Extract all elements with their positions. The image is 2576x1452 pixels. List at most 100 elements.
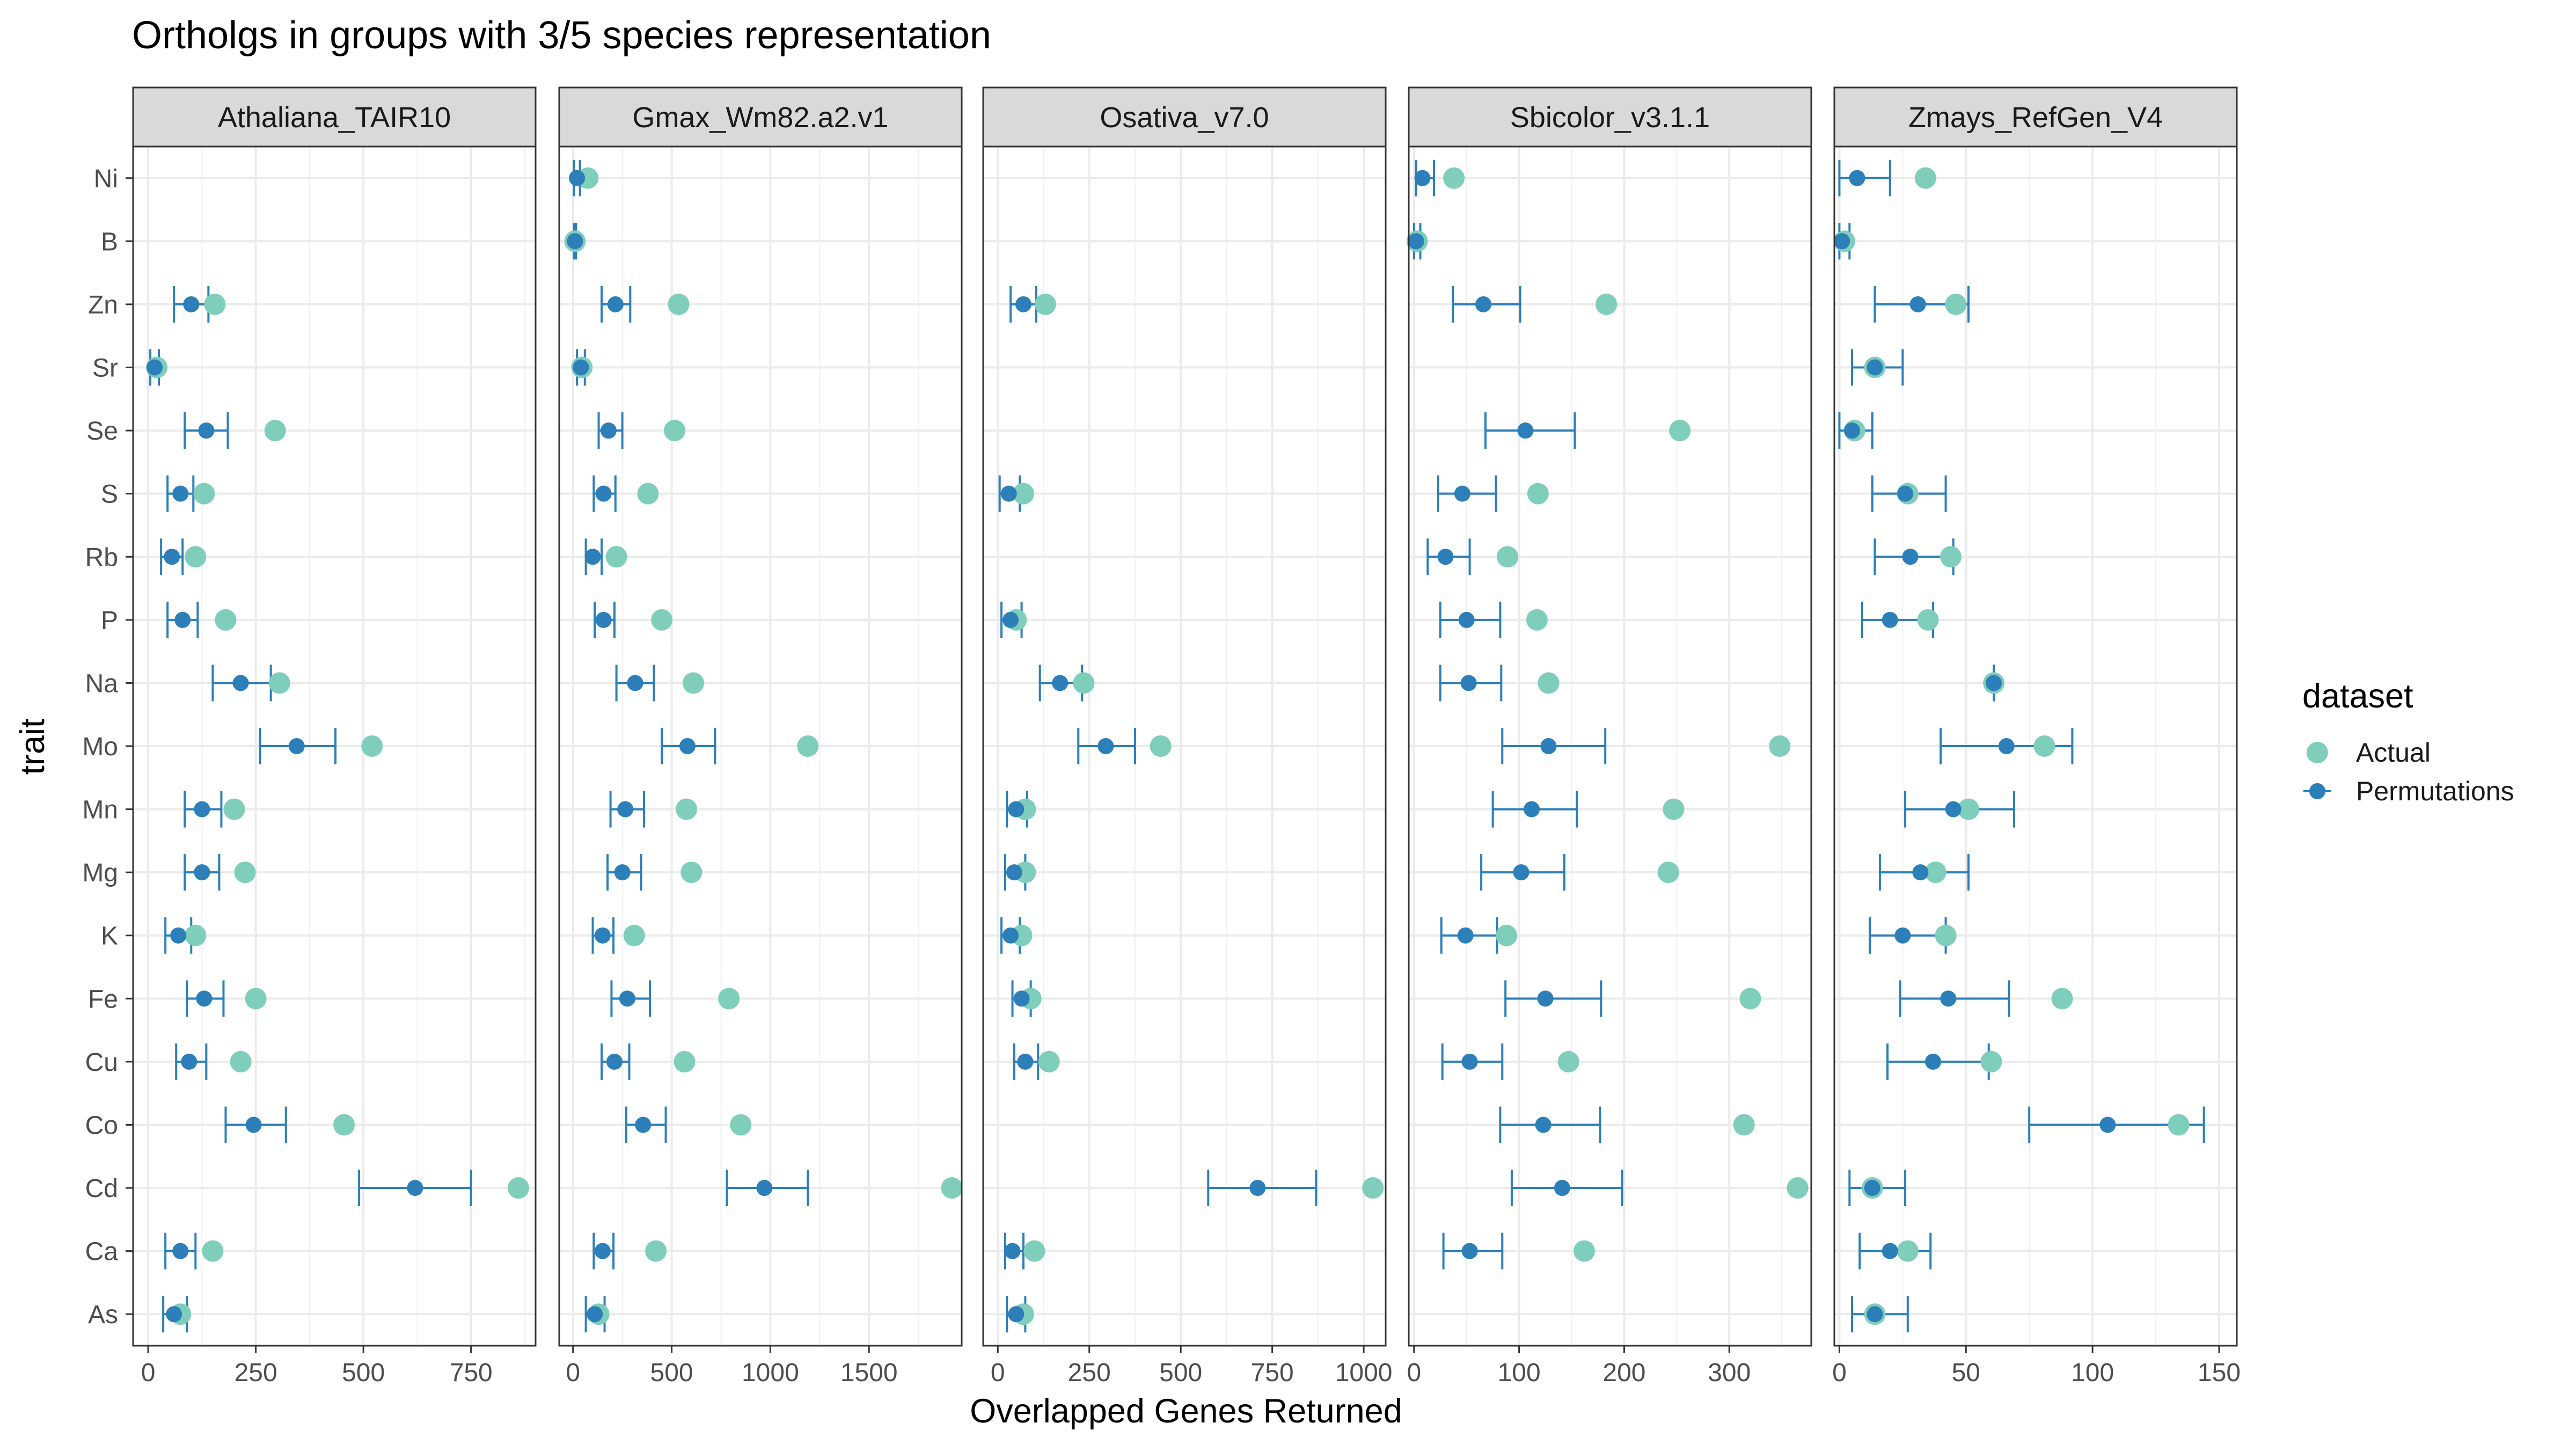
permutation-point [1457, 927, 1474, 944]
permutation-point [1052, 675, 1069, 691]
permutation-point [1460, 675, 1477, 691]
permutation-point [619, 990, 635, 1007]
facet-panel: Zmays_RefGen_V4 0 50 100 150 [1832, 86, 2241, 1387]
x-tick-label: 250 [235, 1359, 277, 1387]
actual-point [1917, 609, 1939, 631]
y-tick-label: Se [86, 417, 118, 446]
y-tick-label: Mn [82, 796, 118, 824]
y-tick-label: Cu [85, 1048, 118, 1077]
actual-point [185, 546, 207, 568]
permutation-point [587, 1306, 603, 1323]
permutation-point [1912, 864, 1929, 881]
permutation-point [181, 1053, 197, 1070]
facet-strip-label: Osativa_v7.0 [1100, 101, 1269, 134]
actual-point [664, 420, 686, 442]
x-tick-label: 0 [566, 1359, 580, 1387]
actual-point [1013, 483, 1034, 505]
permutation-point [1844, 422, 1861, 439]
actual-point [185, 924, 207, 946]
panel-border [982, 145, 1387, 1347]
y-tick-label: Zn [88, 291, 118, 319]
actual-point [1733, 1114, 1755, 1136]
actual-point [2033, 735, 2055, 757]
actual-point [268, 672, 290, 694]
permutation-point [1454, 485, 1470, 502]
x-tick-label: 500 [650, 1359, 693, 1387]
actual-point [223, 798, 245, 820]
x-axis-label: Overlapped Genes Returned [970, 1392, 1402, 1430]
permutation-point [172, 1243, 189, 1259]
facet-strip-label: Zmays_RefGen_V4 [1908, 101, 2163, 134]
actual-point [361, 735, 383, 757]
y-tick-label: B [101, 228, 118, 256]
facet-strip [982, 86, 1387, 148]
actual-point [680, 862, 702, 884]
actual-point [797, 735, 819, 757]
y-tick-label: Fe [88, 985, 118, 1013]
legend-label: Permutations [2356, 776, 2514, 806]
permutation-point [617, 801, 634, 818]
actual-point [623, 924, 645, 946]
x-tick-label: 750 [1251, 1359, 1294, 1387]
permutation-point [600, 422, 617, 439]
x-tick-label: 500 [342, 1359, 385, 1387]
permutation-point [1437, 549, 1454, 565]
permutation-point [166, 1306, 182, 1323]
x-tick-label: 750 [450, 1359, 493, 1387]
permutation-point [1097, 738, 1114, 754]
x-tick-label: 0 [1832, 1359, 1847, 1387]
permutation-point [1002, 611, 1019, 628]
y-tick-label: Cd [85, 1174, 118, 1203]
permutation-point [1249, 1180, 1266, 1196]
y-tick-label: S [101, 480, 118, 509]
permutation-point [607, 296, 624, 312]
x-tick-label: 1000 [742, 1359, 799, 1387]
actual-point [1940, 546, 1962, 568]
permutation-point [569, 170, 586, 186]
permutation-point [170, 927, 187, 944]
permutation-point [1461, 1053, 1478, 1070]
actual-point [1443, 167, 1465, 189]
y-tick-label: Sr [92, 354, 118, 383]
permutation-point [174, 611, 191, 628]
permutation-point [584, 549, 601, 565]
permutation-point [594, 1243, 611, 1259]
y-tick-label: P [101, 607, 118, 635]
facet-panel: Athaliana_TAIR10 0 250 500 750 [132, 86, 537, 1387]
permutation-point [1882, 611, 1898, 628]
permutation-point [1986, 675, 2002, 691]
facet-strip-label: Sbicolor_v3.1.1 [1510, 101, 1710, 134]
actual-point [676, 798, 698, 820]
actual-point [1023, 1240, 1045, 1262]
permutation-point [1945, 801, 1962, 818]
permutation-point [594, 927, 611, 944]
permutation-point [1513, 864, 1529, 881]
actual-point [1935, 924, 1957, 946]
permutation-point [573, 359, 589, 376]
actual-point [1739, 988, 1761, 1010]
actual-point [1914, 167, 1936, 189]
permutation-point [1461, 1243, 1478, 1259]
actual-point [718, 988, 740, 1010]
y-tick-label: Rb [85, 543, 118, 572]
actual-point [1663, 798, 1685, 820]
permutation-point [1554, 1180, 1570, 1196]
permutation-point [194, 864, 210, 881]
actual-point [637, 483, 659, 505]
actual-point [264, 420, 286, 442]
permutation-point [1535, 1117, 1552, 1133]
y-axis-label: trait [14, 718, 52, 775]
permutation-point [1475, 296, 1492, 312]
permutation-point [232, 675, 249, 691]
actual-point [2051, 988, 2073, 1010]
permutation-point [635, 1117, 652, 1133]
actual-point [1538, 672, 1560, 694]
legend-key-permutations [2309, 783, 2325, 799]
facet-panel: Gmax_Wm82.a2.v1 0 500 1000 1500 [558, 86, 963, 1387]
facet-strip [1408, 86, 1812, 148]
actual-point [1150, 735, 1172, 757]
actual-point [730, 1114, 752, 1136]
actual-point [941, 1177, 963, 1199]
actual-point [674, 1050, 696, 1072]
permutation-point [1004, 1243, 1021, 1259]
